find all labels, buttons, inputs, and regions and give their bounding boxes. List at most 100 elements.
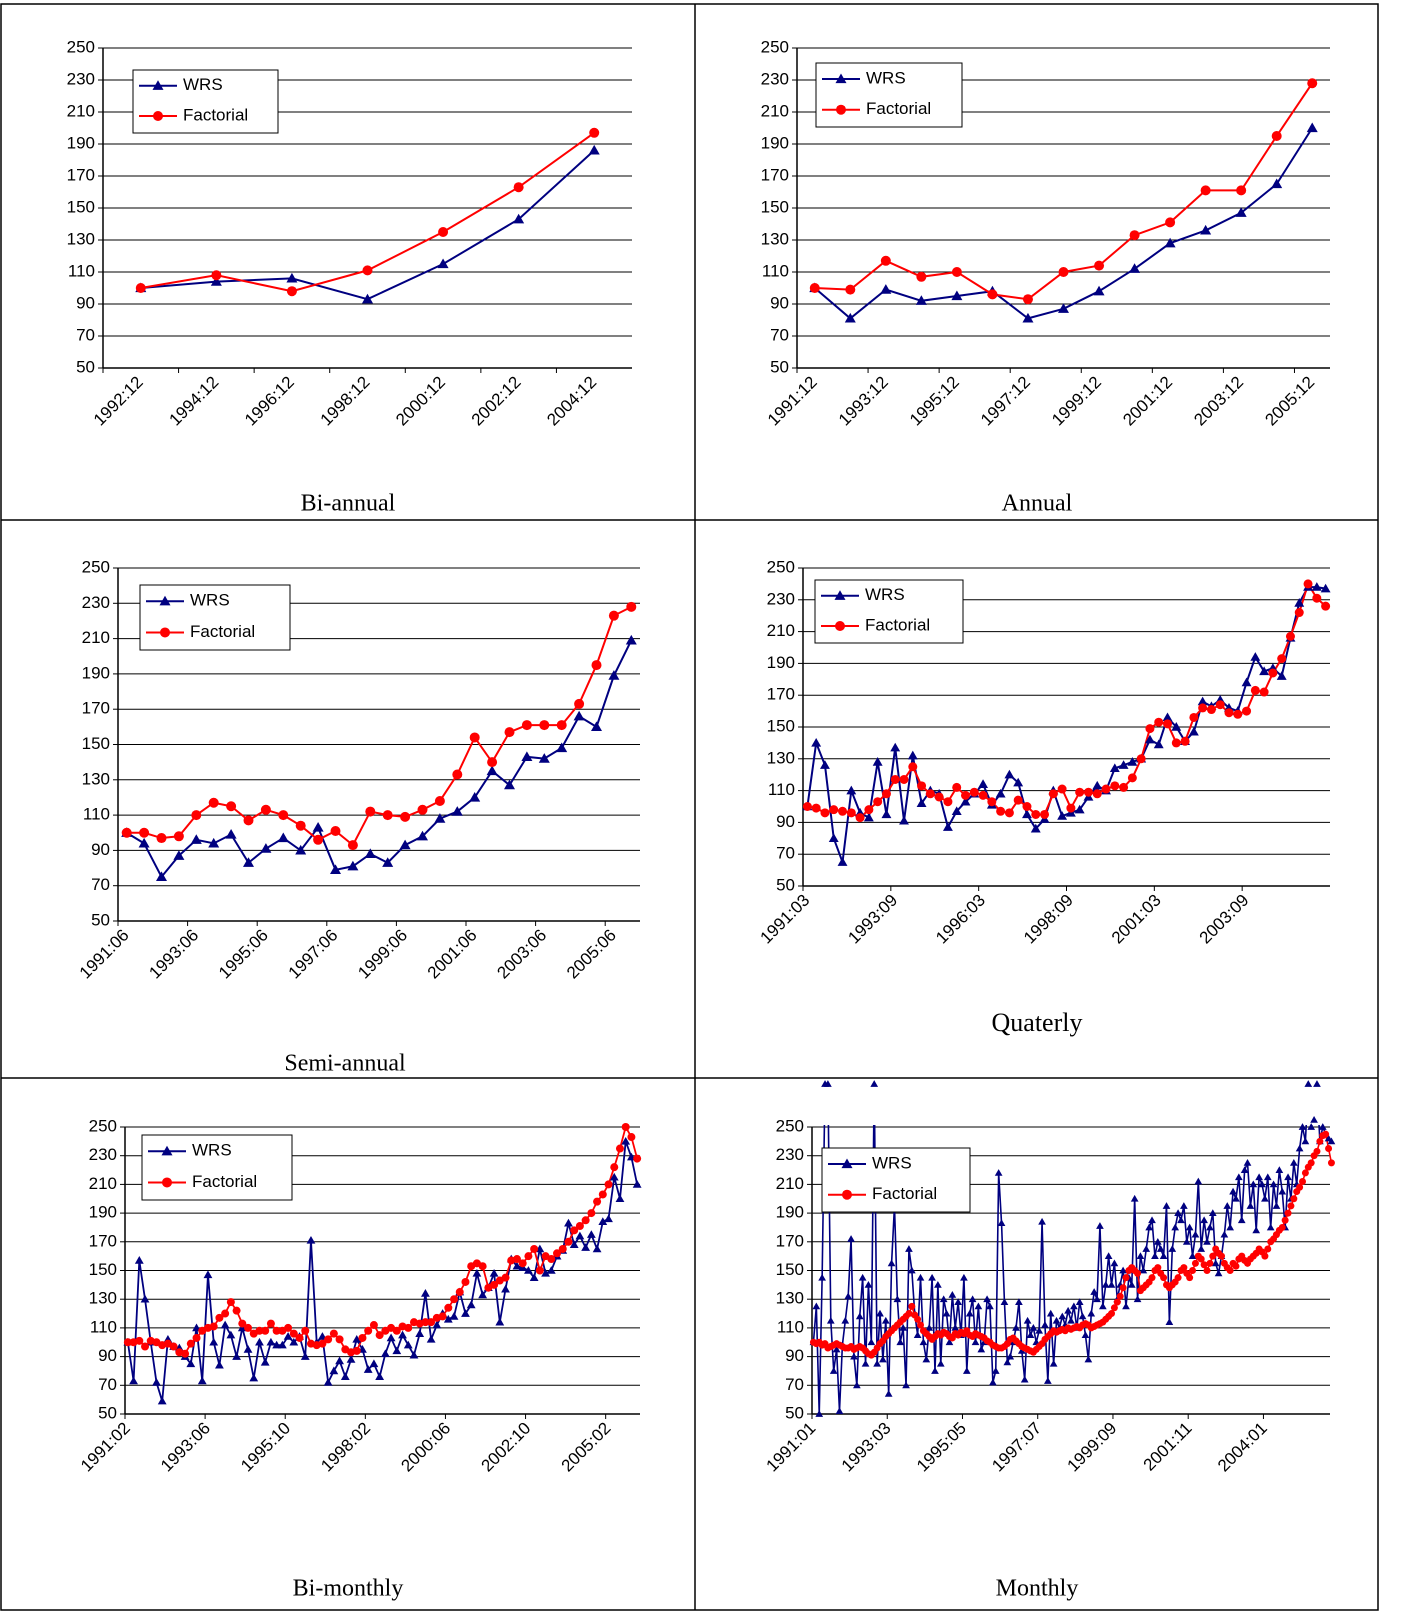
data-point xyxy=(1040,809,1050,819)
data-point xyxy=(1325,1145,1333,1153)
data-point xyxy=(1017,1347,1026,1354)
data-point xyxy=(1177,1216,1185,1224)
data-point xyxy=(186,1339,195,1348)
chart-title: Annual xyxy=(1002,491,1073,517)
data-point xyxy=(364,848,376,859)
data-point xyxy=(1078,1312,1087,1320)
data-point xyxy=(575,1231,585,1240)
data-point xyxy=(951,267,962,277)
data-point xyxy=(1208,1209,1217,1216)
data-point xyxy=(861,1359,870,1367)
data-point xyxy=(284,1323,293,1332)
x-tick-label: 2004:12 xyxy=(543,373,600,430)
data-point xyxy=(215,1313,224,1322)
data-point xyxy=(832,1345,841,1353)
data-point xyxy=(1110,1304,1118,1312)
data-point xyxy=(1093,285,1105,296)
data-point xyxy=(1154,717,1164,727)
data-point xyxy=(1139,1266,1148,1274)
y-tick-label: 130 xyxy=(82,769,110,788)
x-tick-label: 2005:02 xyxy=(558,1419,615,1476)
x-tick-label: 2002:12 xyxy=(468,373,525,430)
legend-label: Factorial xyxy=(866,99,931,118)
data-point xyxy=(529,1273,539,1281)
data-point xyxy=(524,1252,533,1261)
data-point xyxy=(884,1390,893,1397)
data-point xyxy=(1049,1359,1058,1367)
x-tick-label: 2003:09 xyxy=(1196,891,1253,948)
x-tick-label: 1993:09 xyxy=(844,891,901,948)
data-point xyxy=(1107,1281,1116,1288)
data-point xyxy=(1171,1223,1180,1231)
data-point xyxy=(1144,734,1155,744)
x-tick-label: 1997:12 xyxy=(977,373,1034,430)
data-point xyxy=(469,732,480,743)
y-tick-label: 90 xyxy=(76,293,95,312)
y-tick-label: 70 xyxy=(76,325,95,344)
data-point xyxy=(1122,1274,1130,1282)
data-point xyxy=(489,1268,499,1277)
data-point xyxy=(539,720,550,731)
data-point xyxy=(1206,1259,1214,1267)
data-point xyxy=(1224,708,1234,718)
data-point xyxy=(1022,294,1033,305)
data-point xyxy=(917,781,927,791)
legend-marker xyxy=(153,110,163,121)
y-tick-label: 70 xyxy=(785,1375,804,1394)
data-point xyxy=(916,798,927,808)
data-point xyxy=(1281,1216,1289,1224)
data-point xyxy=(1023,1316,1032,1324)
data-point xyxy=(1215,700,1225,710)
data-point xyxy=(450,1295,459,1304)
data-point xyxy=(1133,1295,1142,1303)
data-point xyxy=(986,1302,994,1310)
data-point xyxy=(1130,1194,1139,1202)
data-point xyxy=(1058,1312,1067,1320)
data-point xyxy=(608,670,620,680)
data-point xyxy=(802,802,812,811)
y-tick-label: 230 xyxy=(82,593,110,612)
data-point xyxy=(978,790,988,800)
data-point xyxy=(1301,1169,1309,1177)
data-point xyxy=(289,1337,299,1346)
data-point xyxy=(1180,1264,1188,1272)
x-tick-label: 1995:05 xyxy=(913,1419,970,1476)
data-point xyxy=(1191,1230,1200,1238)
data-point xyxy=(1191,1259,1199,1267)
x-tick-label: 1991:06 xyxy=(76,926,133,983)
data-point xyxy=(841,1316,850,1324)
y-tick-label: 90 xyxy=(770,293,789,312)
data-point xyxy=(1236,185,1247,196)
legend-marker xyxy=(835,620,845,631)
data-point xyxy=(1271,131,1282,141)
data-point xyxy=(1241,677,1252,687)
data-point xyxy=(1136,1252,1145,1260)
data-point xyxy=(811,737,822,747)
data-point xyxy=(1180,1202,1188,1209)
data-point xyxy=(226,801,237,812)
data-point xyxy=(1307,1123,1316,1130)
data-point xyxy=(991,1367,1000,1374)
y-tick-label: 230 xyxy=(761,69,789,88)
data-point xyxy=(1250,652,1261,661)
data-point xyxy=(987,797,997,807)
data-point xyxy=(438,1312,447,1321)
data-point xyxy=(1012,1324,1020,1331)
chart-title: Bi-annual xyxy=(301,491,396,517)
data-point xyxy=(872,757,883,766)
data-point xyxy=(1278,1223,1286,1231)
data-point xyxy=(564,1237,573,1246)
data-point xyxy=(881,789,891,799)
data-point xyxy=(324,1335,333,1344)
x-tick-label: 1996:03 xyxy=(932,891,989,948)
x-tick-label: 1998:09 xyxy=(1020,891,1077,948)
data-point xyxy=(1264,1245,1272,1253)
data-point xyxy=(1041,1321,1049,1328)
data-point xyxy=(942,822,953,831)
data-point xyxy=(1104,1252,1113,1260)
data-point xyxy=(820,760,830,769)
data-point xyxy=(512,1255,521,1264)
data-point xyxy=(1310,1115,1318,1123)
data-point xyxy=(220,1320,230,1329)
data-point xyxy=(1093,1295,1101,1303)
